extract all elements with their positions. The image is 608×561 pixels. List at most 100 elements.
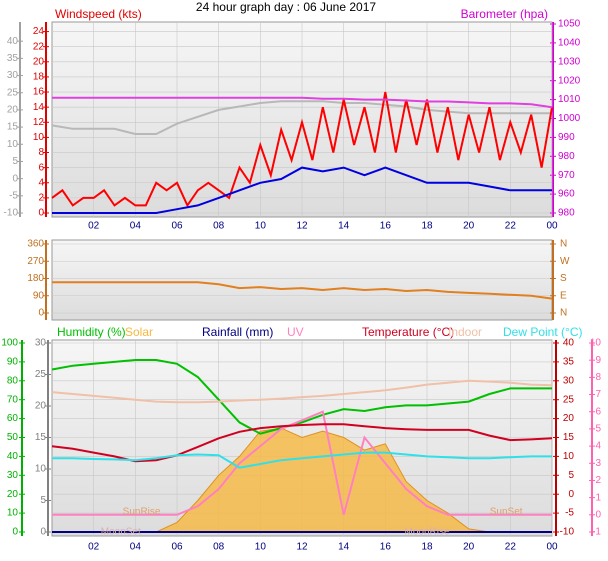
y2-tick-label: 35 <box>563 357 575 368</box>
y-tick-label: 60 <box>7 413 19 424</box>
y3-tick-label: 5 <box>12 156 18 167</box>
y2-tick-label: 1020 <box>558 75 581 86</box>
y3-tick-label: 15 <box>7 122 19 133</box>
legend-label: Temperature (°C) <box>362 325 454 339</box>
y3-tick-label: 0 <box>40 527 46 538</box>
y-tick-label: 8 <box>38 147 44 158</box>
y-tick-label: 14 <box>33 102 45 113</box>
y2-tick-label: 10 <box>563 451 575 462</box>
x-tick-label: 22 <box>505 221 517 232</box>
x-tick-label: 22 <box>505 542 517 553</box>
y-tick-label: 180 <box>27 273 44 284</box>
y-tick-label: 40 <box>7 451 19 462</box>
y-tick-label: 0 <box>38 208 44 219</box>
y3-tick-label: 30 <box>7 70 19 81</box>
x-tick-label: 10 <box>255 221 267 232</box>
x-tick-label: 04 <box>130 221 142 232</box>
y4-tick-label: 7 <box>595 389 601 400</box>
series-line <box>51 359 552 435</box>
series-line <box>51 379 553 404</box>
x-tick-label: 16 <box>380 221 392 232</box>
y4-tick-label: 8 <box>595 372 601 383</box>
x-tick-label: 02 <box>88 221 100 232</box>
plot-area <box>51 239 553 321</box>
y-tick-label: 50 <box>7 432 19 443</box>
y-tick-label: 10 <box>7 508 19 519</box>
y3-tick-label: 10 <box>7 139 19 150</box>
series-line <box>51 100 552 135</box>
x-tick-label: 04 <box>130 542 142 553</box>
y2-tick-label: 40 <box>563 338 575 349</box>
y-tick-label: 90 <box>7 357 19 368</box>
y-tick-label: 70 <box>7 394 19 405</box>
y3-tick-label: -5 <box>9 190 18 201</box>
legend-label: Solar <box>125 325 153 339</box>
y2-tick-label: 980 <box>558 208 575 219</box>
y-tick-label: 4 <box>38 177 44 188</box>
y3-tick-label: 0 <box>12 173 18 184</box>
x-tick-label: 10 <box>255 542 267 553</box>
y2-tick-label: 1010 <box>558 94 581 105</box>
series-line <box>52 96 553 109</box>
y2-tick-label: 970 <box>558 170 575 181</box>
y3-tick-label: 35 <box>7 53 19 64</box>
y4-tick-label: 10 <box>590 338 602 349</box>
x-tick-label: 00 <box>546 221 558 232</box>
y2-tick-label: -10 <box>560 527 575 538</box>
y-tick-label: 6 <box>38 162 44 173</box>
y-tick-label: 2 <box>38 193 44 204</box>
series-line <box>52 281 553 300</box>
y2-tick-label: W <box>560 256 570 267</box>
x-tick-label: 14 <box>338 221 350 232</box>
legend-label: Indoor <box>448 325 482 339</box>
y-tick-label: 90 <box>33 290 45 301</box>
y4-tick-label: 6 <box>595 406 601 417</box>
y2-tick-label: N <box>560 239 567 250</box>
y-tick-label: 24 <box>33 26 45 37</box>
y4-tick-label: -1 <box>592 527 601 538</box>
y-tick-label: 10 <box>33 132 45 143</box>
y2-tick-label: N <box>560 308 567 319</box>
series-line <box>51 91 553 208</box>
x-tick-label: 08 <box>213 221 225 232</box>
y-tick-label: 0 <box>12 527 18 538</box>
x-tick-label: 12 <box>296 221 308 232</box>
y4-tick-label: 2 <box>595 475 601 486</box>
y-tick-label: 30 <box>7 470 19 481</box>
y3-tick-label: 25 <box>35 369 47 380</box>
y3-tick-label: 25 <box>7 87 19 98</box>
annotation: SunSet <box>490 507 523 518</box>
y2-tick-label: 1050 <box>558 19 581 30</box>
x-tick-label: 06 <box>171 542 183 553</box>
y2-tick-label: 25 <box>563 394 575 405</box>
x-tick-label: 20 <box>463 221 475 232</box>
y2-tick-label: 1030 <box>558 56 581 67</box>
y2-tick-label: 1000 <box>558 113 581 124</box>
y2-tick-label: 1040 <box>558 38 581 49</box>
y4-tick-label: 1 <box>595 492 601 503</box>
y-tick-label: 20 <box>33 56 45 67</box>
y2-tick-label: 30 <box>563 375 575 386</box>
annotation: MoonSet <box>101 527 141 538</box>
y-tick-label: 80 <box>7 375 19 386</box>
y3-tick-label: 20 <box>7 105 19 116</box>
y4-tick-label: 0 <box>595 509 601 520</box>
y2-tick-label: E <box>560 290 567 301</box>
annotation: MoonRise <box>404 527 449 538</box>
annotation: SunRise <box>123 507 161 518</box>
y3-tick-label: 40 <box>7 36 19 47</box>
y-tick-label: 360 <box>27 239 44 250</box>
y2-tick-label: S <box>560 273 567 284</box>
chart-title: 24 hour graph day : 06 June 2017 <box>196 0 376 14</box>
legend-label: Rainfall (mm) <box>202 325 273 339</box>
series-line <box>52 166 552 214</box>
y-tick-label: 100 <box>1 338 18 349</box>
y2-axis-label: Barometer (hpa) <box>461 7 548 21</box>
y-tick-label: 22 <box>33 41 45 52</box>
y-tick-label: 270 <box>27 256 44 267</box>
y2-tick-label: 5 <box>568 470 574 481</box>
x-tick-label: 18 <box>421 542 433 553</box>
y3-tick-label: 15 <box>35 432 47 443</box>
y4-tick-label: 9 <box>595 355 601 366</box>
y2-tick-label: 20 <box>563 413 575 424</box>
